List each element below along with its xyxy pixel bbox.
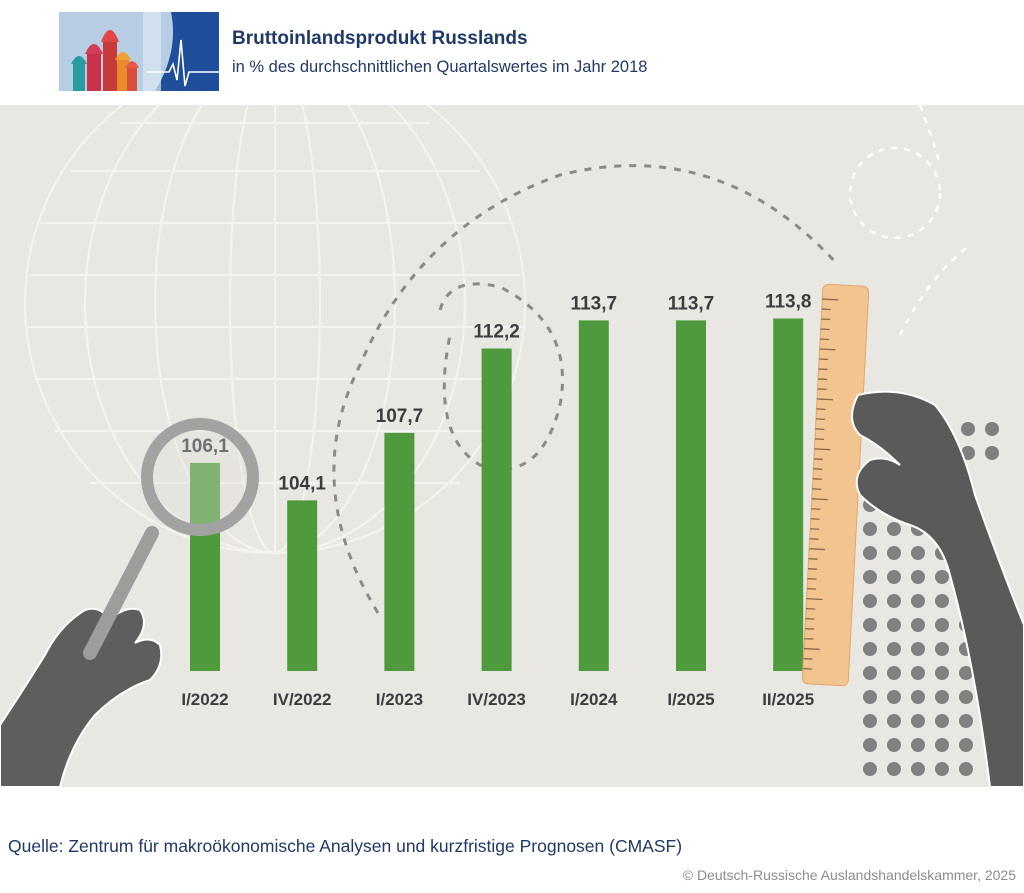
bar-I/2022 bbox=[190, 462, 220, 671]
hand-holding-ruler-illustration bbox=[851, 390, 1024, 787]
source-note: Quelle: Zentrum für makroökonomische Ana… bbox=[8, 836, 683, 856]
bar-II/2025 bbox=[773, 318, 804, 671]
bar-I/2025 bbox=[676, 320, 706, 671]
value-label: 112,2 bbox=[473, 322, 520, 343]
bar-IV/2023 bbox=[481, 348, 512, 671]
value-label: 104,1 bbox=[278, 473, 326, 494]
magnifier-illustration bbox=[0, 418, 259, 787]
value-label: 107,7 bbox=[376, 406, 424, 427]
header: Bruttoinlandsprodukt Russlands in % des … bbox=[0, 0, 1024, 105]
ruler-illustration bbox=[801, 283, 870, 687]
category-label: IV/2022 bbox=[273, 690, 332, 709]
globe-illustration bbox=[23, 105, 527, 555]
category-label: I/2024 bbox=[570, 690, 618, 709]
value-label: 113,7 bbox=[571, 293, 618, 314]
chart-title: Bruttoinlandsprodukt Russlands bbox=[232, 28, 528, 49]
category-label: I/2025 bbox=[667, 690, 714, 709]
copyright-note: © Deutsch-Russische Auslandshandelskamme… bbox=[682, 867, 1016, 883]
bar-chart: I/2022 IV/2022 I/2023 IV/2023 I/2024 I/2025 II… bbox=[0, 105, 1024, 787]
category-label: IV/2023 bbox=[467, 690, 526, 709]
kremlin-ecg-logo bbox=[59, 12, 219, 91]
category-label: I/2022 bbox=[181, 690, 228, 709]
white-dashed-circle bbox=[848, 105, 971, 336]
value-label: 113,8 bbox=[765, 292, 812, 313]
value-label: 113,7 bbox=[668, 293, 715, 314]
bar-I/2024 bbox=[578, 320, 609, 671]
dashed-arcs bbox=[332, 164, 840, 614]
category-label: I/2023 bbox=[376, 690, 423, 709]
value-label: 106,1 bbox=[181, 436, 229, 457]
bar-IV/2022 bbox=[287, 500, 318, 671]
chart-subtitle: in % des durchschnittlichen Quartalswert… bbox=[232, 58, 648, 76]
category-label: II/2025 bbox=[762, 690, 814, 709]
bar-I/2023 bbox=[384, 432, 415, 671]
